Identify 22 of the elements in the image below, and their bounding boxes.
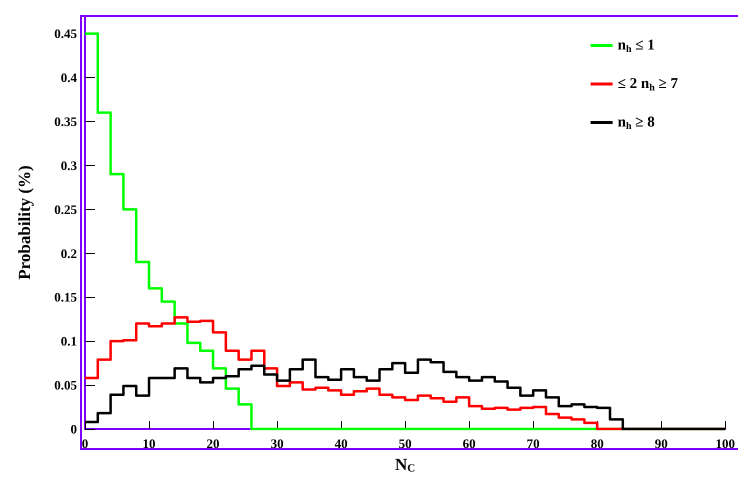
x-tick-label: 10 bbox=[142, 436, 156, 451]
x-tick-label: 0 bbox=[82, 436, 88, 451]
y-tick-label: 0.4 bbox=[60, 70, 78, 86]
y-tick-label: 0.45 bbox=[54, 26, 78, 42]
x-tick-label: 20 bbox=[206, 436, 220, 451]
x-tick-label: 30 bbox=[270, 436, 284, 451]
y-tick-label: 0.05 bbox=[54, 378, 78, 393]
y-tick-label: 0.35 bbox=[54, 114, 78, 129]
x-tick-label: 60 bbox=[462, 436, 476, 451]
x-tick-label: 90 bbox=[654, 436, 668, 451]
x-tick-label: 50 bbox=[398, 436, 412, 451]
y-tick-label: 0.1 bbox=[60, 334, 77, 349]
y-tick-label: 0 bbox=[70, 422, 77, 436]
y-tick-label: 0.2 bbox=[60, 246, 77, 261]
x-tick-label: 40 bbox=[334, 436, 348, 451]
x-tick-label: 100 bbox=[716, 436, 735, 451]
x-tick-label: 70 bbox=[526, 436, 540, 451]
y-axis-title: Probability (%) bbox=[15, 165, 34, 280]
y-tick-label: 0.15 bbox=[54, 290, 78, 305]
y-tick-label: 0.25 bbox=[54, 202, 78, 217]
y-tick-label: 0.3 bbox=[60, 158, 78, 173]
x-tick-label: 80 bbox=[590, 436, 604, 451]
